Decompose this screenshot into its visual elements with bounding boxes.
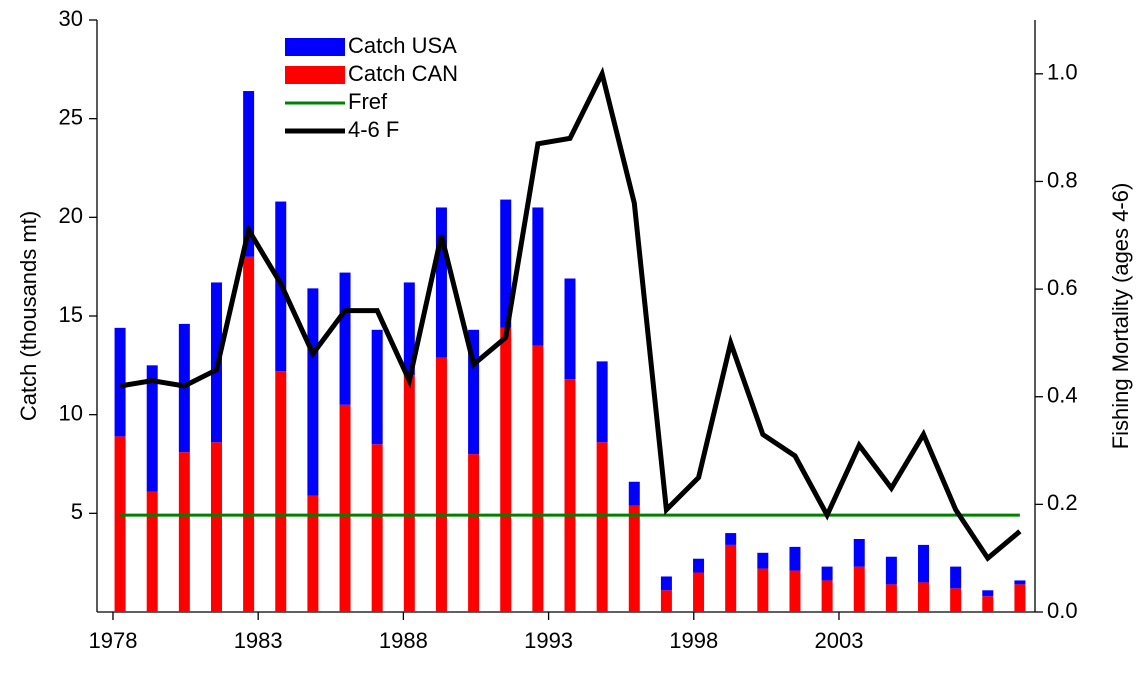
bar bbox=[146, 491, 158, 612]
y2-tick-label: 0.6 bbox=[1047, 275, 1078, 300]
bar bbox=[853, 566, 865, 612]
bar bbox=[339, 272, 351, 405]
legend-label: Catch CAN bbox=[348, 61, 458, 86]
x-tick-label: 1988 bbox=[379, 628, 428, 653]
bar bbox=[403, 375, 415, 612]
bar bbox=[435, 357, 447, 612]
x-tick-label: 1998 bbox=[669, 628, 718, 653]
bar bbox=[210, 442, 222, 612]
y-tick-label: 10 bbox=[59, 400, 83, 425]
y2-tick-label: 0.2 bbox=[1047, 490, 1078, 515]
legend-swatch bbox=[285, 66, 345, 84]
bar bbox=[789, 570, 801, 612]
bar bbox=[918, 582, 930, 612]
bar bbox=[307, 495, 319, 612]
legend-label: Catch USA bbox=[348, 33, 457, 58]
bar bbox=[435, 207, 447, 358]
bar bbox=[307, 288, 319, 496]
bar bbox=[757, 568, 769, 612]
bar bbox=[243, 91, 255, 257]
bar bbox=[146, 365, 158, 492]
bar bbox=[114, 327, 126, 437]
bar bbox=[853, 538, 865, 567]
bar bbox=[596, 361, 608, 443]
bar bbox=[371, 444, 383, 612]
bar bbox=[596, 442, 608, 612]
bar bbox=[403, 282, 415, 376]
y2-tick-label: 0.0 bbox=[1047, 598, 1078, 623]
bar bbox=[757, 552, 769, 569]
y-tick-label: 15 bbox=[59, 302, 83, 327]
x-tick-label: 2003 bbox=[815, 628, 864, 653]
bar bbox=[950, 588, 962, 612]
bar bbox=[371, 329, 383, 445]
y-axis-label: Catch (thousands mt) bbox=[16, 211, 41, 421]
y2-axis-label: Fishing Mortality (ages 4-6) bbox=[1108, 183, 1133, 450]
y-tick-label: 30 bbox=[59, 6, 83, 31]
bar bbox=[918, 544, 930, 583]
bar bbox=[789, 546, 801, 571]
line bbox=[119, 66, 1022, 562]
bar bbox=[821, 566, 833, 581]
bar bbox=[628, 505, 640, 612]
y-tick-label: 25 bbox=[59, 104, 83, 129]
y-tick-label: 5 bbox=[71, 499, 83, 524]
bar bbox=[725, 544, 737, 612]
bar bbox=[339, 404, 351, 612]
bar bbox=[1014, 580, 1026, 585]
legend-label: Fref bbox=[348, 89, 388, 114]
y2-tick-label: 1.0 bbox=[1047, 60, 1078, 85]
x-tick-label: 1993 bbox=[524, 628, 573, 653]
y-tick-label: 20 bbox=[59, 203, 83, 228]
bar bbox=[243, 256, 255, 612]
bar bbox=[660, 590, 672, 612]
y2-tick-label: 0.8 bbox=[1047, 167, 1078, 192]
bar bbox=[564, 379, 576, 612]
x-tick-label: 1983 bbox=[234, 628, 283, 653]
y2-tick-label: 0.4 bbox=[1047, 383, 1078, 408]
bar bbox=[500, 327, 512, 612]
bar bbox=[982, 590, 994, 597]
bar bbox=[178, 452, 190, 612]
bar bbox=[660, 576, 672, 591]
bar bbox=[275, 371, 287, 612]
bar bbox=[885, 584, 897, 612]
bar bbox=[821, 580, 833, 612]
bar bbox=[982, 596, 994, 612]
bar bbox=[628, 481, 640, 506]
bar bbox=[725, 533, 737, 545]
bar bbox=[564, 278, 576, 380]
bar bbox=[532, 207, 544, 346]
bar bbox=[693, 558, 705, 573]
bar bbox=[532, 345, 544, 612]
legend-swatch bbox=[285, 38, 345, 56]
bar bbox=[693, 572, 705, 612]
bar bbox=[468, 329, 480, 455]
bar bbox=[468, 454, 480, 612]
bar bbox=[1014, 584, 1026, 612]
bar bbox=[500, 199, 512, 328]
bar bbox=[114, 436, 126, 612]
x-tick-label: 1978 bbox=[88, 628, 137, 653]
bar bbox=[950, 566, 962, 589]
bar bbox=[885, 556, 897, 585]
legend-label: 4-6 F bbox=[348, 117, 399, 142]
